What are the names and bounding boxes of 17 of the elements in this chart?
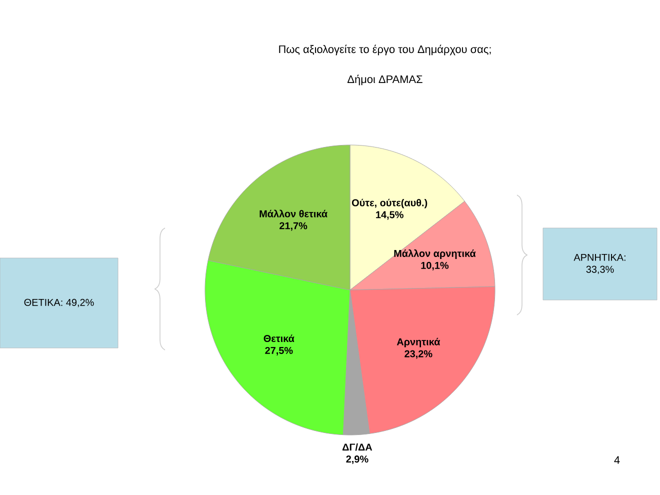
data-label: 23,2%	[404, 350, 432, 359]
text: ΑΡΝΗΤΙΚΑ: 33,3%	[574, 254, 626, 274]
slice-label: Μάλλον αρνητικά	[394, 249, 476, 259]
data-label: 14,5%	[376, 211, 404, 220]
slice-label: Μάλλον θετικά	[260, 210, 328, 218]
data-label: 10,1%	[421, 262, 449, 270]
slice-label: Αρνητικά	[396, 338, 440, 348]
slice-label: Θετικά	[264, 334, 294, 342]
text: ΘΕΤΙΚΑ: 49,2%	[24, 298, 94, 308]
text: 4	[614, 456, 620, 464]
data-label: 27,5%	[265, 346, 293, 356]
chart-subtitle: Δήμοι ΔΡΑΜΑΣ	[348, 74, 422, 86]
slice-label: ΔΓ/ΔΑ	[342, 443, 372, 451]
slice-label: Ούτε, ούτε(αυθ.)	[352, 198, 428, 208]
data-label: 21,7%	[280, 222, 308, 231]
data-label: 2,9%	[346, 456, 368, 464]
chart-title: Πως αξιολογείτε το έργο του Δημάρχου σας;	[279, 44, 491, 56]
